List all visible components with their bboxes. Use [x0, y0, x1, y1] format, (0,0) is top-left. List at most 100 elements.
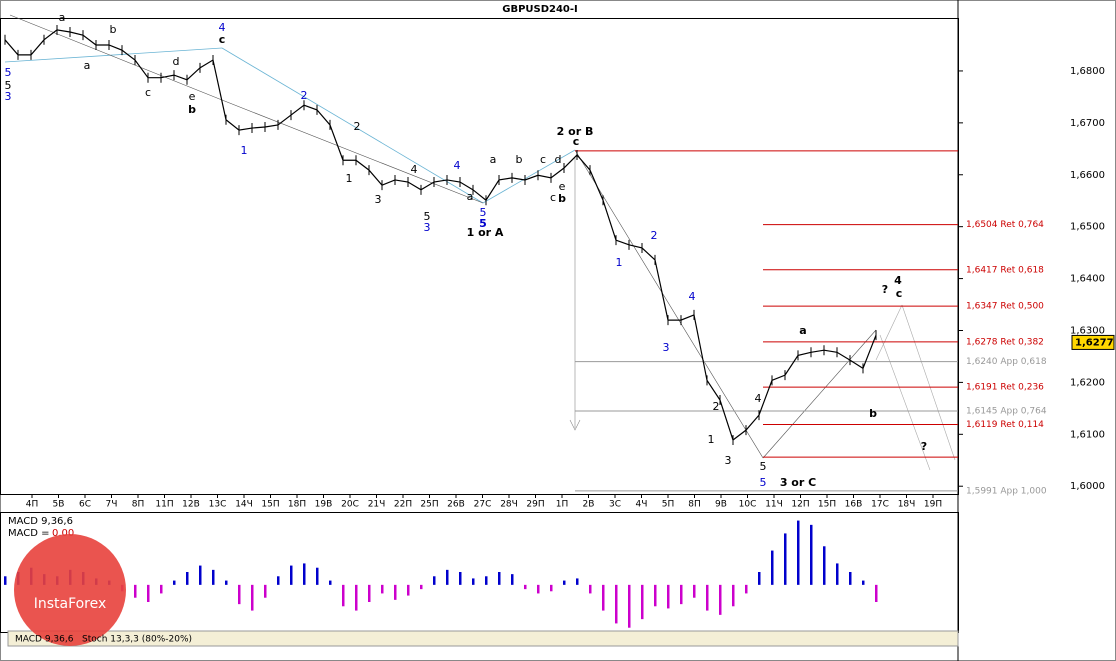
level-label: 1,6347 Ret 0,500: [966, 302, 1044, 312]
logo-badge: [14, 534, 126, 646]
last-price-box: [1071, 334, 1115, 350]
indicator-tab[interactable]: MACD 9,36,6: [15, 635, 74, 645]
indicator-tabs: [7, 630, 959, 647]
wave-label: 3: [663, 341, 670, 354]
wave-label: 2 or B: [557, 125, 594, 138]
wave-label: 1: [616, 256, 623, 269]
wave-label: 3: [725, 454, 732, 467]
macd-bar: [511, 574, 514, 585]
wave-label: 5: [760, 476, 767, 489]
macd-bar: [537, 584, 540, 594]
macd-bar: [4, 576, 7, 585]
wave-lines: [9, 14, 956, 471]
wave-label: 5: [760, 460, 767, 473]
macd-bar: [225, 580, 228, 585]
x-tick-label: 21Ч: [368, 500, 386, 510]
x-tick-label: 11П: [155, 500, 173, 510]
x-tick-label: 2В: [583, 500, 595, 510]
wave-label: a: [467, 190, 474, 203]
x-tick-label: 26В: [447, 500, 465, 510]
x-tick-label: 18Ч: [898, 500, 916, 510]
x-tick-label: 9В: [715, 500, 727, 510]
wave-label: 5: [479, 217, 487, 230]
y-tick-label: 1,6600: [1070, 170, 1105, 181]
macd-bar: [459, 572, 462, 585]
x-tick-label: 1П: [556, 500, 569, 510]
wave-label: b: [558, 192, 566, 205]
wave-label: ?: [882, 283, 888, 296]
wave-label: 2: [713, 400, 720, 413]
macd-bar: [173, 580, 176, 585]
macd-bar: [615, 584, 618, 624]
x-tick-label: 22П: [394, 500, 412, 510]
wave-label: b: [110, 23, 117, 36]
last-price-label: 1,6277: [1075, 337, 1114, 348]
level-label: 1,6278 Ret 0,382: [966, 337, 1044, 347]
y-tick-label: 1,6200: [1070, 377, 1105, 388]
x-tick-label: 19В: [315, 500, 333, 510]
level-label: 1,6119 Ret 0,114: [966, 420, 1044, 430]
wave-label: e: [559, 180, 566, 193]
x-tick-label: 3С: [609, 500, 621, 510]
macd-bar: [654, 584, 657, 607]
macd-bar: [342, 584, 345, 607]
macd-bar: [706, 584, 709, 611]
x-tick-label: 15П: [818, 500, 836, 510]
macd-bar: [160, 584, 163, 594]
x-tick-label: 12В: [182, 500, 200, 510]
wave-label: c: [550, 191, 556, 204]
wave-label: a: [490, 153, 497, 166]
wave-label: 4: [894, 274, 902, 287]
wave-label: 5: [5, 66, 12, 79]
x-tick-label: 7Ч: [106, 500, 118, 510]
x-tick-label: 6С: [79, 500, 91, 510]
wave-label: 4: [755, 392, 762, 405]
macd-bar: [485, 576, 488, 585]
wave-label: ?: [921, 440, 927, 453]
macd-bar: [797, 520, 800, 585]
macd-value: 0.00: [52, 528, 74, 539]
macd-bar: [381, 584, 384, 594]
macd-bar: [238, 584, 241, 605]
x-tick-label: 15П: [261, 500, 279, 510]
level-label: 1,6191 Ret 0,236: [966, 383, 1044, 393]
macd-bar: [862, 580, 865, 585]
macd-bar: [810, 524, 813, 585]
macd-bar: [134, 584, 137, 598]
macd-title: MACD 9,36,6: [8, 516, 73, 527]
macd-bar: [875, 584, 878, 602]
y-tick-label: 1,6100: [1070, 429, 1105, 440]
x-tick-label: 13С: [209, 500, 227, 510]
chart-title: GBPUSD240-I: [502, 4, 578, 15]
macd-bar: [186, 572, 189, 585]
level-label: 1,6417 Ret 0,618: [966, 265, 1044, 275]
x-tick-label: 14Ч: [235, 500, 253, 510]
trend-lines: [4, 47, 576, 204]
macd-bar: [147, 584, 150, 602]
wave-label: 3: [5, 90, 12, 103]
wave-label: 4: [219, 21, 226, 34]
macd-bar: [693, 584, 696, 598]
macd-bar: [277, 576, 280, 585]
macd-bar: [758, 572, 761, 585]
macd-bar: [329, 580, 332, 585]
macd-value-text: MACD =: [8, 528, 50, 539]
wave-label: c: [896, 287, 903, 300]
y-tick-label: 1,6800: [1070, 66, 1105, 77]
x-tick-label: 17С: [871, 500, 889, 510]
wave-label: c: [540, 153, 546, 166]
x-tick-label: 28Ч: [500, 500, 518, 510]
wave-label: 3: [424, 221, 431, 234]
wave-label: c: [573, 135, 580, 148]
x-tick-label: 27С: [474, 500, 492, 510]
wave-label: b: [188, 103, 196, 116]
macd-bar: [316, 567, 319, 585]
macd-bar: [199, 565, 202, 585]
x-tick-label: 4П: [26, 500, 39, 510]
indicator-tab[interactable]: Stoch 13,3,3 (80%-20%): [82, 635, 192, 645]
macd-bar: [524, 584, 527, 590]
wave-label: 1: [346, 172, 353, 185]
y-tick-label: 1,6300: [1070, 325, 1105, 336]
